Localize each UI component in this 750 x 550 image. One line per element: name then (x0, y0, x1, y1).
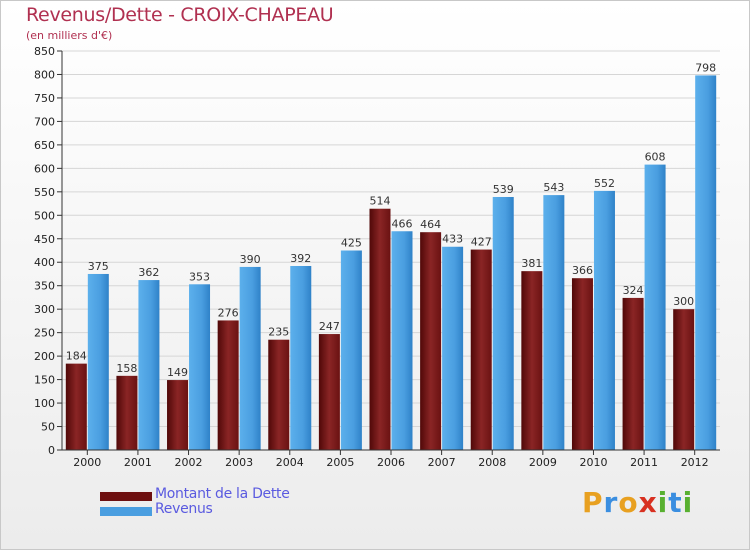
data-label-debt: 184 (66, 350, 87, 363)
brand-letter: r (603, 486, 619, 519)
x-tick-label: 2011 (630, 456, 658, 469)
legend-swatch-debt (100, 492, 152, 501)
chart-subtitle: (en milliers d'€) (26, 29, 113, 42)
x-tick-label: 2003 (225, 456, 253, 469)
bar-debt (673, 309, 695, 450)
y-tick-label: 150 (34, 374, 55, 387)
y-tick-label: 750 (34, 92, 55, 105)
bar-revenue (695, 75, 717, 450)
data-label-revenue: 798 (695, 61, 716, 74)
brand-letter: t (668, 486, 683, 519)
data-label-debt: 464 (420, 218, 441, 231)
y-tick-label: 450 (34, 233, 55, 246)
y-tick-label: 250 (34, 327, 55, 340)
data-label-revenue: 392 (290, 252, 311, 265)
brand-letter: i (682, 486, 694, 519)
x-tick-label: 2009 (529, 456, 557, 469)
bar-revenue (87, 273, 109, 450)
bar-debt (470, 249, 492, 450)
bar-debt (167, 380, 189, 450)
brand-letter: P (582, 486, 604, 519)
bar-debt (268, 339, 290, 450)
data-label-revenue: 539 (493, 183, 514, 196)
brand-letter: o (618, 486, 639, 519)
bar-debt (622, 297, 644, 450)
bar-debt (217, 320, 239, 450)
x-tick-label: 2008 (478, 456, 506, 469)
x-tick-label: 2012 (681, 456, 709, 469)
legend-swatch-revenue (100, 507, 152, 516)
y-tick-label: 300 (34, 303, 55, 316)
y-tick-label: 350 (34, 280, 55, 293)
brand-letter: x (638, 486, 658, 519)
bar-revenue (644, 164, 666, 450)
bar-debt (65, 363, 87, 450)
bar-revenue (189, 284, 211, 450)
x-tick-label: 2007 (428, 456, 456, 469)
data-label-debt: 366 (572, 264, 593, 277)
y-tick-label: 800 (34, 68, 55, 81)
bar-revenue (138, 280, 160, 450)
y-tick-label: 50 (41, 421, 55, 434)
data-label-revenue: 353 (189, 270, 210, 283)
legend-label-debt: Montant de la Dette (155, 486, 290, 502)
y-tick-label: 400 (34, 256, 55, 269)
y-tick-label: 500 (34, 209, 55, 222)
brand-letter: i (657, 486, 669, 519)
bar-debt (318, 334, 340, 450)
y-tick-label: 0 (48, 444, 55, 457)
bar-revenue (239, 266, 261, 450)
bar-debt (420, 232, 442, 450)
y-tick-label: 100 (34, 397, 55, 410)
data-label-revenue: 433 (442, 233, 463, 246)
legend-label-revenue: Revenus (155, 501, 213, 517)
bar-debt (116, 375, 138, 450)
data-label-debt: 514 (370, 195, 391, 208)
bar-revenue (340, 250, 362, 450)
data-label-debt: 149 (167, 366, 188, 379)
bar-debt (369, 208, 391, 450)
y-tick-label: 600 (34, 162, 55, 175)
y-tick-label: 850 (34, 45, 55, 58)
data-label-revenue: 362 (138, 266, 159, 279)
x-tick-label: 2004 (276, 456, 304, 469)
y-tick-label: 550 (34, 186, 55, 199)
data-label-revenue: 390 (240, 253, 261, 266)
brand-logo: Proxiti (582, 486, 693, 519)
data-label-revenue: 375 (88, 260, 109, 273)
x-tick-label: 2001 (124, 456, 152, 469)
y-tick-label: 200 (34, 350, 55, 363)
bar-debt (571, 278, 593, 450)
data-label-revenue: 552 (594, 177, 615, 190)
data-label-debt: 158 (116, 362, 137, 375)
bar-revenue (593, 190, 615, 450)
x-tick-label: 2000 (73, 456, 101, 469)
x-tick-label: 2006 (377, 456, 405, 469)
data-label-debt: 300 (673, 295, 694, 308)
y-tick-label: 650 (34, 139, 55, 152)
x-tick-label: 2010 (579, 456, 607, 469)
data-label-revenue: 608 (645, 151, 666, 164)
bar-revenue (290, 265, 312, 450)
data-label-debt: 247 (319, 320, 340, 333)
y-tick-label: 700 (34, 115, 55, 128)
data-label-debt: 381 (521, 257, 542, 270)
data-label-debt: 235 (268, 326, 289, 339)
bar-debt (521, 271, 543, 450)
bar-revenue (492, 196, 514, 450)
bar-revenue (442, 246, 464, 450)
bar-revenue (391, 231, 413, 450)
data-label-revenue: 425 (341, 237, 362, 250)
data-label-debt: 427 (471, 236, 492, 249)
data-label-revenue: 466 (392, 217, 413, 230)
data-label-debt: 276 (218, 306, 239, 319)
x-tick-label: 2005 (326, 456, 354, 469)
data-label-debt: 324 (623, 284, 644, 297)
x-tick-label: 2002 (175, 456, 203, 469)
data-label-revenue: 543 (543, 181, 564, 194)
chart-title: Revenus/Dette - CROIX-CHAPEAU (26, 4, 334, 26)
bar-revenue (543, 195, 565, 450)
